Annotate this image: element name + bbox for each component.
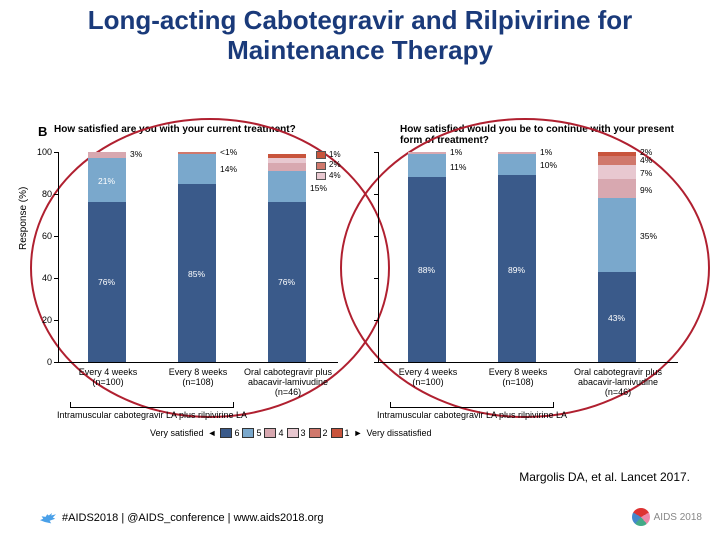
legend-swatch: [331, 428, 343, 438]
bar-segment: [598, 198, 636, 272]
arrow-left-icon: ◄: [208, 428, 217, 438]
conference-logo: AIDS 2018: [632, 508, 702, 526]
y-tick-label: 0: [28, 357, 52, 367]
y-tick-label: 100: [28, 147, 52, 157]
bar-segment: [598, 179, 636, 198]
bar-value-label: 1%: [540, 147, 552, 157]
mini-swatch-label: 1%: [329, 150, 341, 160]
bar-value-label: 85%: [188, 269, 205, 279]
bar-segment: [268, 163, 306, 171]
bar-segment: [498, 152, 536, 154]
arrow-right-icon: ►: [354, 428, 363, 438]
y-tick-label: 60: [28, 231, 52, 241]
bar-value-label: 11%: [450, 162, 466, 172]
bracket: [390, 402, 554, 408]
bar-value-label: 1%: [450, 147, 462, 157]
twitter-icon: [40, 511, 56, 524]
bar-segment: [498, 154, 536, 175]
bar-value-label: <1%: [220, 147, 237, 157]
bar-r2: 89%10%1%: [498, 152, 536, 362]
mini-swatch: [316, 162, 326, 170]
bar-segment: [268, 171, 306, 203]
bar-segment: [88, 152, 126, 158]
bar-value-label: 15%: [310, 183, 327, 193]
x-axis-label: Every 4 weeks(n=100): [378, 368, 478, 388]
x-axis-label: Oral cabotegravir plusabacavir-lamivudin…: [568, 368, 668, 398]
legend-swatch: [309, 428, 321, 438]
mini-swatch: [316, 151, 326, 159]
x-axis-label: Every 8 weeks(n=108): [148, 368, 248, 388]
bar-segment: [268, 158, 306, 162]
bar-segment: [178, 154, 216, 183]
bar-value-label: 2%: [640, 147, 652, 157]
bar-value-label: 9%: [640, 185, 652, 195]
bar-segment: [408, 154, 446, 177]
x-axis-label: Every 8 weeks(n=108): [468, 368, 568, 388]
mini-legend: 1%2%4%: [316, 150, 341, 181]
mini-swatch-label: 2%: [329, 160, 341, 170]
bar-value-label: 76%: [278, 277, 295, 287]
x-axis-label: Every 4 weeks(n=100): [58, 368, 158, 388]
bar-segment: [178, 152, 216, 154]
legend-swatch: [287, 428, 299, 438]
conference-logo-text: AIDS 2018: [654, 512, 702, 523]
x-axis-label: Oral cabotegravir plusabacavir-lamivudin…: [238, 368, 338, 398]
y-tick-label: 40: [28, 273, 52, 283]
bracket: [70, 402, 234, 408]
footer-text: #AIDS2018 | @AIDS_conference | www.aids2…: [62, 512, 323, 524]
legend-swatch: [242, 428, 254, 438]
legend: Very satisfied ◄ 6 5 4 3 2 1 ► Very dissatisf…: [150, 428, 432, 438]
bar-segment: [598, 156, 636, 164]
y-tick-label: 20: [28, 315, 52, 325]
legend-left-label: Very satisfied: [150, 428, 204, 438]
bar-segment: [598, 152, 636, 156]
page-title: Long-acting Cabotegravir and Rilpivirine…: [0, 0, 720, 66]
bar-value-label: 76%: [98, 277, 115, 287]
citation: Margolis DA, et al. Lancet 2017.: [519, 470, 690, 484]
bar-value-label: 21%: [98, 176, 115, 186]
legend-swatch: [264, 428, 276, 438]
legend-item-label: 2: [323, 428, 328, 438]
bar-segment: [598, 165, 636, 180]
footer: #AIDS2018 | @AIDS_conference | www.aids2…: [40, 511, 323, 524]
mini-swatch: [316, 172, 326, 180]
legend-item-label: 3: [301, 428, 306, 438]
legend-item-label: 4: [278, 428, 283, 438]
bar-value-label: 88%: [418, 265, 435, 275]
bracket-label: Intramuscular cabotegravir LA plus rilpi…: [50, 410, 254, 420]
bar-value-label: 10%: [540, 160, 557, 170]
legend-item-label: 1: [345, 428, 350, 438]
bar-value-label: 35%: [640, 231, 657, 241]
legend-boxes: 6 5 4 3 2 1: [220, 428, 349, 438]
legend-item-label: 6: [234, 428, 239, 438]
bar-segment: [268, 154, 306, 158]
chart-area: 02040608010076%21%3%85%14%<1%76%15%88%11…: [58, 152, 678, 362]
y-tick-label: 80: [28, 189, 52, 199]
bar-segment: [408, 152, 446, 154]
bar-value-label: 7%: [640, 168, 652, 178]
legend-swatch: [220, 428, 232, 438]
legend-item-label: 5: [256, 428, 261, 438]
mini-swatch-label: 4%: [329, 171, 341, 181]
bar-value-label: 14%: [220, 164, 237, 174]
bar-r1: 88%11%1%: [408, 152, 446, 362]
bracket-label: Intramuscular cabotegravir LA plus rilpi…: [370, 410, 574, 420]
legend-right-label: Very dissatisfied: [366, 428, 431, 438]
bar-l2: 85%14%<1%: [178, 152, 216, 362]
bar-r3: 43%35%9%7%4%2%: [598, 152, 636, 362]
bar-value-label: 3%: [130, 149, 142, 159]
bar-value-label: 43%: [608, 313, 625, 323]
bar-l1: 76%21%3%: [88, 152, 126, 362]
bar-value-label: 89%: [508, 265, 525, 275]
panel-letter: B: [38, 124, 47, 139]
logo-icon: [632, 508, 650, 526]
bar-l3: 76%15%: [268, 152, 306, 362]
